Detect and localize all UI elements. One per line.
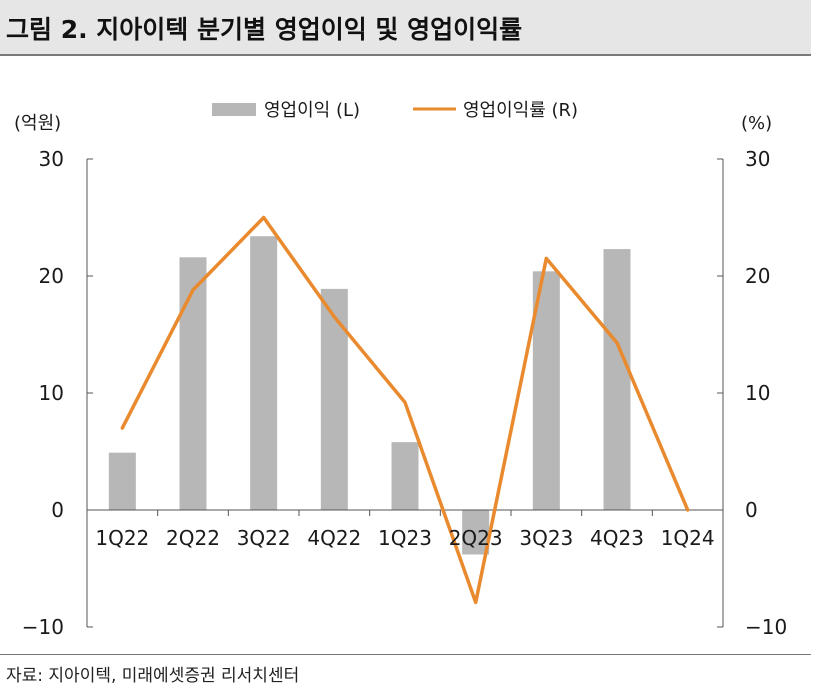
category-label-1Q23: 1Q23: [378, 526, 432, 550]
category-label-1Q24: 1Q24: [661, 526, 715, 550]
category-label-3Q22: 3Q22: [237, 526, 291, 550]
left-tick-label: 20: [39, 264, 64, 288]
right-tick-label: −10: [745, 615, 787, 639]
figure-title: 그림 2. 지아이텍 분기별 영업이익 및 영업이익률: [6, 15, 523, 44]
bar-2Q23: [462, 510, 490, 555]
legend-bar-label: 영업이익 (L): [264, 100, 360, 121]
left-tick-label: 30: [39, 147, 64, 171]
legend: 영업이익 (L) 영업이익률 (R): [212, 100, 578, 121]
bar-1Q23: [391, 442, 419, 510]
legend-line-label: 영업이익률 (R): [463, 100, 578, 121]
bar-2Q22: [179, 257, 207, 510]
bottom-rule: [0, 654, 811, 655]
right-tick-label: 20: [745, 264, 770, 288]
category-label-4Q23: 4Q23: [590, 526, 644, 550]
bar-4Q22: [320, 288, 348, 510]
source-note: 자료: 지아이텍, 미래에셋증권 리서치센터: [6, 666, 300, 686]
left-tick-label: −10: [22, 615, 64, 639]
bar-3Q23: [532, 271, 560, 510]
right-tick-label: 0: [745, 498, 758, 522]
bar-3Q22: [250, 236, 278, 510]
axes: 30 20 10 0 −10 30 20 10 0 −10: [22, 147, 787, 639]
category-labels: 1Q22 2Q22 3Q22 4Q22 1Q23 2Q23 3Q23 4Q23 1Q24: [95, 526, 714, 550]
category-label-3Q23: 3Q23: [519, 526, 573, 550]
bar-4Q23: [603, 249, 631, 510]
right-tick-label: 30: [745, 147, 770, 171]
category-label-2Q23: 2Q23: [449, 526, 503, 550]
title-bar: 그림 2. 지아이텍 분기별 영업이익 및 영업이익률: [0, 0, 811, 56]
category-label-1Q22: 1Q22: [95, 526, 149, 550]
right-tick-label: 10: [745, 381, 770, 405]
bar-1Q22: [108, 452, 136, 510]
right-axis-unit: (%): [741, 113, 772, 134]
left-tick-label: 0: [51, 498, 64, 522]
left-tick-label: 10: [39, 381, 64, 405]
line-series: [120, 215, 690, 605]
bar-series: [108, 236, 631, 555]
legend-bar-swatch: [212, 103, 256, 116]
category-label-2Q22: 2Q22: [166, 526, 220, 550]
left-axis-unit: (억원): [14, 113, 61, 134]
category-label-4Q22: 4Q22: [307, 526, 361, 550]
